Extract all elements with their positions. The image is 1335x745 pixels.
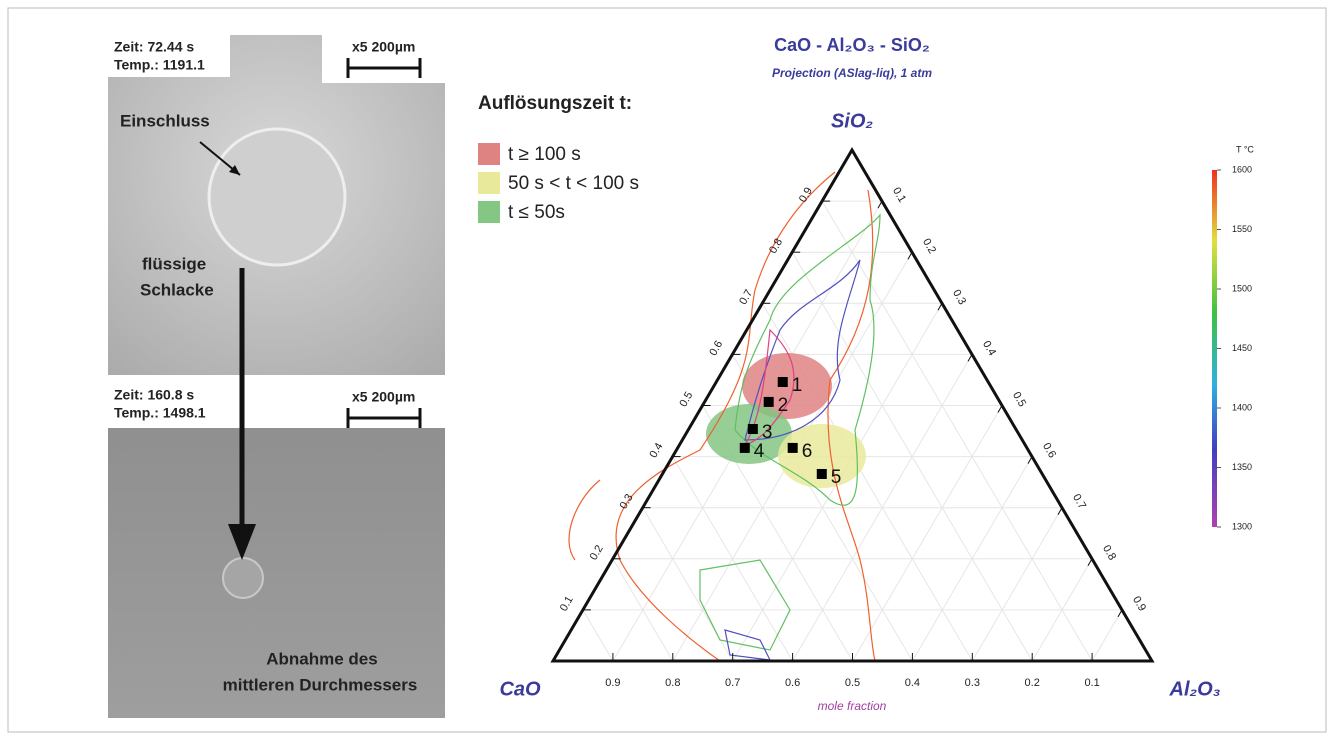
point-label: 4 — [754, 441, 765, 462]
sio2-tick-label: 0.6 — [707, 339, 725, 358]
cao-tick-label: 0.5 — [845, 677, 860, 689]
cao-tick-label: 0.6 — [785, 677, 800, 689]
colorbar-label: T °C — [1236, 144, 1254, 154]
legend-swatch — [478, 201, 500, 223]
point-label: 2 — [778, 395, 789, 416]
al2o3-tick-label: 0.1 — [890, 185, 908, 204]
point-label: 6 — [802, 441, 813, 462]
chart-subtitle: Projection (ASlag-liq), 1 atm — [772, 66, 932, 80]
legend-label: t ≤ 50s — [508, 202, 565, 223]
figure: Zeit: 72.44 s Temp.: 1191.1 x5 200µm Ein… — [0, 0, 1335, 740]
slag-label: Schlacke — [140, 280, 214, 299]
colorbar-tick-label: 1600 — [1232, 164, 1252, 174]
legend-label: 50 s < t < 100 s — [508, 173, 639, 194]
tick-mark — [968, 354, 972, 361]
cao-tick-label: 0.1 — [1084, 677, 1099, 689]
point — [817, 469, 827, 479]
al2o3-tick-label: 0.7 — [1070, 492, 1088, 511]
al2o3-tick-label: 0.6 — [1040, 441, 1058, 460]
cao-tick-label: 0.9 — [605, 677, 620, 689]
point-label: 1 — [792, 375, 803, 396]
al2o3-tick-label: 0.4 — [980, 339, 998, 358]
point — [764, 397, 774, 407]
time: Zeit: 72.44 s — [114, 39, 194, 55]
tick-mark — [878, 201, 882, 208]
legend-swatch — [478, 172, 500, 194]
point — [788, 443, 798, 453]
bottom-image: Zeit: 160.8 s Temp.: 1498.1 x5 200µm Abn… — [108, 380, 445, 718]
colorbar-tick-label: 1450 — [1232, 343, 1252, 353]
colorbar-tick-label: 1350 — [1232, 462, 1252, 472]
sio2-tick-label: 0.9 — [797, 185, 815, 204]
inclusion — [223, 558, 263, 598]
inclusion — [209, 129, 345, 265]
al2o3-tick-label: 0.3 — [950, 288, 968, 307]
scale: x5 200µm — [352, 389, 415, 405]
chart-title: CaO - Al₂O₃ - SiO₂ — [774, 35, 930, 55]
corner-label: CaO — [499, 678, 541, 700]
point — [740, 443, 750, 453]
top-image: Zeit: 72.44 s Temp.: 1191.1 x5 200µm Ein… — [108, 35, 445, 375]
slag-label: flüssige — [142, 254, 206, 273]
tick-mark — [938, 303, 942, 310]
point-label: 5 — [831, 467, 842, 488]
tick-mark — [1088, 559, 1092, 566]
colorbar-tick-label: 1500 — [1232, 283, 1252, 293]
caption: Abnahme des — [266, 649, 377, 668]
contour — [700, 560, 790, 650]
sio2-tick-label: 0.1 — [558, 594, 576, 613]
tick-mark — [1028, 457, 1032, 464]
grid-line — [1092, 610, 1122, 661]
al2o3-tick-label: 0.8 — [1100, 543, 1118, 562]
sio2-tick-label: 0.2 — [588, 543, 606, 562]
temp: Temp.: 1191.1 — [114, 57, 205, 73]
point — [748, 424, 758, 434]
corner-label: SiO₂ — [831, 110, 873, 132]
sio2-tick-label: 0.4 — [647, 441, 665, 460]
inclusion-label: Einschluss — [120, 111, 210, 130]
legend-label: t ≥ 100 s — [508, 144, 581, 165]
point — [778, 377, 788, 387]
grid-line — [972, 508, 1062, 661]
cao-tick-label: 0.4 — [905, 677, 920, 689]
tick-mark — [1118, 610, 1122, 617]
tick-mark — [1058, 508, 1062, 515]
tick-mark — [998, 406, 1002, 413]
axis-label: mole fraction — [818, 699, 887, 713]
al2o3-tick-label: 0.5 — [1010, 390, 1028, 409]
time: Zeit: 160.8 s — [114, 387, 194, 403]
scale: x5 200µm — [352, 39, 415, 55]
grid-line — [822, 201, 1092, 661]
caption: mittleren Durchmessers — [223, 675, 418, 694]
grid-line — [583, 610, 613, 661]
al2o3-tick-label: 0.2 — [920, 237, 938, 256]
sio2-tick-label: 0.5 — [677, 390, 695, 409]
al2o3-tick-label: 0.9 — [1130, 594, 1148, 613]
tick-mark — [908, 252, 912, 259]
cao-tick-label: 0.3 — [965, 677, 980, 689]
cao-tick-label: 0.2 — [1025, 677, 1040, 689]
legend-title: Auflösungszeit t: — [478, 93, 632, 114]
legend: t ≥ 100 s 50 s < t < 100 s t ≤ 50s — [478, 143, 639, 223]
colorbar-tick-label: 1550 — [1232, 224, 1252, 234]
corner-label: Al₂O₃ — [1169, 678, 1221, 700]
grid-line — [853, 406, 1003, 662]
cao-tick-label: 0.8 — [665, 677, 680, 689]
colorbar-tick-label: 1300 — [1232, 521, 1252, 531]
point-label: 3 — [762, 422, 773, 443]
legend-swatch — [478, 143, 500, 165]
cao-tick-label: 0.7 — [725, 677, 740, 689]
temp: Temp.: 1498.1 — [114, 405, 206, 421]
colorbar-tick-label: 1400 — [1232, 402, 1252, 412]
colorbar — [1212, 170, 1217, 527]
